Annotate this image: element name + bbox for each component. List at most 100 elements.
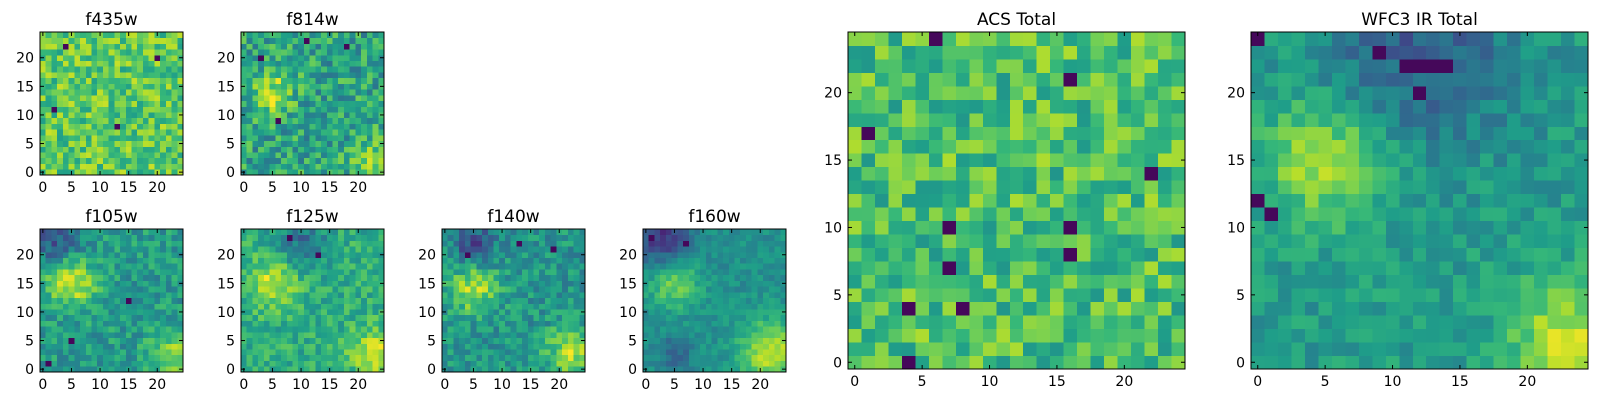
heatmap-cell (286, 280, 293, 287)
heatmap-cell (252, 49, 259, 56)
heatmap-cell (275, 152, 282, 159)
heatmap-cell (556, 234, 563, 241)
heatmap-cell (160, 43, 167, 50)
heatmap-cell (573, 263, 580, 270)
heatmap-cell (499, 297, 506, 304)
heatmap-cell (660, 274, 667, 281)
heatmap-cell (665, 331, 672, 339)
heatmap-cell (848, 99, 862, 114)
heatmap-cell (694, 331, 701, 339)
heatmap-cell (1439, 207, 1454, 222)
heatmap-cell (654, 251, 661, 258)
heatmap-cell (148, 83, 155, 90)
heatmap-cell (579, 263, 586, 270)
heatmap-cell (774, 297, 781, 304)
heatmap-cell (148, 234, 155, 241)
heatmap-cell (487, 337, 494, 344)
heatmap-cell (1117, 153, 1132, 168)
heatmap-cell (246, 349, 253, 356)
heatmap-cell (1372, 315, 1387, 329)
heatmap-cell (74, 331, 81, 339)
heatmap-cell (40, 37, 47, 44)
heatmap-cell (321, 37, 328, 44)
heatmap-cell (309, 152, 316, 159)
heatmap-cell (241, 89, 248, 96)
heatmap-cell (91, 337, 98, 344)
heatmap-cell (68, 291, 75, 299)
heatmap-cell (996, 301, 1011, 316)
heatmap-cell (108, 360, 115, 367)
heatmap-cell (654, 360, 661, 367)
heatmap-cell (1318, 247, 1333, 262)
heatmap-cell (1251, 315, 1265, 329)
heatmap-cell (309, 169, 316, 176)
heatmap-cell (1023, 32, 1038, 46)
heatmap-cell (120, 54, 127, 61)
heatmap-cell (332, 354, 339, 361)
heatmap-cell (338, 83, 345, 90)
heatmap-cell (476, 337, 483, 344)
heatmap-cell (694, 291, 701, 299)
heatmap-cell (108, 354, 115, 361)
heatmap-cell (476, 269, 483, 276)
heatmap-cell (40, 320, 47, 327)
heatmap-cell (1023, 220, 1038, 235)
heatmap-cell (62, 309, 69, 316)
heatmap-cell (131, 263, 138, 270)
heatmap-cell (355, 72, 362, 79)
heatmap-cell (315, 286, 322, 293)
heatmap-cell (91, 60, 98, 67)
heatmap-cell (671, 246, 678, 253)
heatmap-cell (252, 77, 259, 84)
heatmap-cell (343, 269, 351, 276)
heatmap-cell (51, 49, 58, 56)
heatmap-cell (1050, 112, 1065, 127)
heatmap-cell (114, 354, 121, 361)
heatmap-cell (464, 263, 471, 270)
heatmap-cell (51, 106, 58, 113)
heatmap-cell (80, 54, 87, 61)
heatmap-cell (493, 366, 500, 373)
heatmap-cell (915, 193, 930, 208)
heatmap-cell (108, 229, 115, 236)
heatmap-cell (281, 257, 288, 264)
heatmap-cell (562, 251, 569, 258)
heatmap-cell (1399, 193, 1414, 208)
heatmap-cell (1171, 58, 1186, 73)
heatmap-cell (298, 89, 305, 96)
heatmap-cell (372, 326, 379, 333)
heatmap-cell (942, 180, 957, 195)
heatmap-cell (516, 234, 523, 241)
heatmap-cell (303, 49, 311, 56)
heatmap-cell (62, 66, 69, 73)
heatmap-cell (326, 314, 333, 321)
heatmap-cell (372, 274, 379, 281)
heatmap-cell (780, 354, 787, 361)
heatmap-cell (1251, 247, 1265, 262)
heatmap-cell (114, 106, 121, 113)
heatmap-cell (550, 229, 557, 236)
heatmap-cell (476, 229, 483, 236)
heatmap-cell (1547, 247, 1562, 262)
heatmap-cell (1144, 32, 1159, 46)
heatmap-cell (928, 220, 943, 235)
heatmap-cell (1117, 288, 1132, 302)
heatmap-cell (263, 83, 270, 90)
heatmap-cell (487, 257, 494, 264)
heatmap-cell (154, 49, 161, 56)
heatmap-cell (915, 261, 930, 276)
heatmap-cell (332, 331, 339, 339)
heatmap-cell (57, 146, 64, 153)
heatmap-cell (246, 314, 253, 321)
heatmap-cell (861, 274, 876, 289)
heatmap-cell (332, 297, 339, 304)
heatmap-cell (372, 309, 379, 316)
heatmap-cell (177, 286, 184, 293)
heatmap-cell (717, 309, 724, 316)
heatmap-cell (315, 94, 322, 102)
heatmap-cell (763, 314, 770, 321)
heatmap-cell (62, 337, 69, 344)
heatmap-cell (780, 331, 787, 339)
heatmap-cell (1520, 342, 1535, 356)
heatmap-cell (142, 43, 150, 50)
